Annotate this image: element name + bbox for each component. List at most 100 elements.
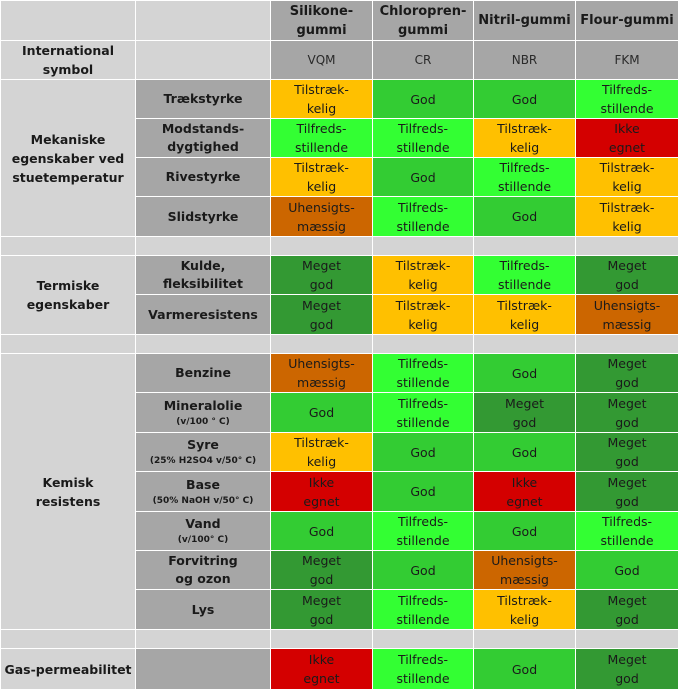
row-label-cell: Vand (v/100° C) [135,511,271,551]
symbol-row-text: International symbol [22,43,114,77]
rating-cell-meget-god: Meget god [575,255,678,295]
column-header-label: Nitril-gummi [478,13,571,28]
row-label-text: Benzine [175,365,231,380]
rating-text: Meget god [607,435,647,469]
rating-cell-god: God [473,648,576,690]
column-header-label: Chloropren- gummi [379,3,467,38]
group-label-text: Termiske egenskaber [26,278,110,312]
rating-text: Tilfreds- stillende [396,199,450,234]
rating-text: Tilstræk- kelig [395,258,451,292]
table-row: Base (50% NaOH v/50° C) Ikke egnet God Ikke … [1,471,678,512]
row-label-cell: Forvitring og ozon [135,550,271,590]
row-label-cell: Syre (25% H2SO4 v/50° C) [135,432,271,472]
rating-cell-god: God [372,432,474,472]
rating-cell-uhensigtsmaessig: Uhensigts- mæssig [270,196,373,237]
row-label-cell: Mineralolie (v/100 ° C) [135,392,271,433]
rating-cell-tilfredsstillende: Tilfreds- stillende [575,511,678,551]
row-label-text: Vand [185,516,221,531]
rating-cell-meget-god: Meget god [270,255,373,295]
rating-text: Meget god [607,356,647,390]
symbol-row-label: International symbol [0,40,136,80]
rating-cell-god: God [473,432,576,472]
rating-cell-tilfredsstillende: Tilfreds- stillende [270,118,373,158]
rating-cell-tilfredsstillende: Tilfreds- stillende [372,118,474,158]
rating-cell-tilfredsstillende: Tilfreds- stillende [372,196,474,237]
rating-text: Meget god [301,297,341,332]
row-label-text: Slidstyrke [167,208,239,224]
rating-text: God [410,91,436,107]
row-label-text: Rivestyrke [165,169,241,184]
group-label-mekaniske: Mekaniske egenskaber ved stuetemperatur [0,79,136,237]
table-row: Mineralolie (v/100 ° C) God Tilfreds- still… [1,392,678,433]
rating-cell-god: God [473,511,576,551]
rating-cell-tilfredsstillende: Tilfreds- stillende [372,353,474,393]
rating-text: Ikke egnet [506,474,543,509]
rating-text: Meget god [607,395,647,430]
separator-cell [270,236,373,256]
group-label-text: Kemisk resistens [35,474,101,509]
table-row: Kemisk resistens Benzine Uhensigts- mæssi… [0,353,678,630]
rating-text: God [511,444,538,460]
symbol-text: VQM [307,53,336,67]
table-row: Slidstyrke Uhensigts- mæssig Tilfreds- sti… [1,196,678,237]
rating-text: Ikke egnet [303,652,340,686]
rating-text: Tilstræk- kelig [599,160,655,194]
group-label-kemisk: Kemisk resistens [0,353,136,630]
rating-cell-meget-god: Meget god [473,392,576,433]
rating-cell-god: God [473,353,576,393]
separator-cell [575,236,678,256]
rating-cell-tilstraekkelig: Tilstræk- kelig [473,294,576,335]
row-label-text: Base [186,476,220,492]
rating-text: God [511,661,538,677]
table-row: Gas-permeabilitet Ikke egnet Tilfreds- st… [0,648,678,690]
separator-cell [135,334,271,354]
header-row: Silikone- gummi Chloropren- gummi Nitril… [0,0,678,41]
symbol-row: International symbol VQM CR NBR FKM [0,40,678,80]
rating-text: Tilfreds- stillende [497,160,552,194]
rating-text: Tilstræk- kelig [294,160,349,194]
table-row: Modstands- dygtighed Tilfreds- stillende T… [1,118,678,158]
rating-text: Tilfreds- stillende [396,121,450,155]
rating-cell-meget-god: Meget god [270,294,373,335]
separator-cell [0,629,136,649]
rating-text: God [511,523,538,539]
rating-text: Uhensigts- mæssig [491,553,558,587]
rating-text: God [410,484,436,499]
rating-text: Uhensigts- mæssig [288,356,355,390]
rating-text: Meget god [607,592,647,627]
rating-cell-meget-god: Meget god [270,550,373,590]
rating-text: God [410,562,436,578]
row-label-cell: Rivestyrke [135,157,271,197]
rating-text: Meget god [301,553,341,587]
rating-cell-tilstraekkelig: Tilstræk- kelig [473,589,576,630]
rating-cell-uhensigtsmaessig: Uhensigts- mæssig [575,294,678,335]
separator-cell [473,629,576,649]
separator-cell [473,334,576,354]
rating-cell-uhensigtsmaessig: Uhensigts- mæssig [473,550,576,590]
symbol-cell: CR [372,40,474,80]
rating-text: God [511,365,538,381]
rating-text: Tilstræk- kelig [395,297,451,332]
symbol-text: NBR [511,53,538,67]
separator-cell [372,236,474,256]
rating-text: Tilfreds- stillende [396,652,450,686]
rating-text: God [511,91,538,107]
row-label-note: (50% NaOH v/50° C) [152,495,254,506]
row-label-note: (v/100 ° C) [176,416,230,427]
row-label-cell: Varmeresistens [135,294,271,335]
rating-cell-uhensigtsmaessig: Uhensigts- mæssig [270,353,373,393]
row-label-cell: Benzine [135,353,271,393]
rating-cell-god: God [270,511,373,551]
rating-text: Ikke egnet [608,121,646,155]
row-label-text: Mineralolie [163,397,243,413]
row-label-text: Syre [187,437,219,452]
rating-cell-tilfredsstillende: Tilfreds- stillende [372,648,474,690]
column-header-label: Flour-gummi [580,13,674,28]
rating-text: God [511,209,538,224]
column-header: Silikone- gummi [270,0,373,41]
separator-cell [0,236,136,256]
rating-text: Tilstræk- kelig [599,199,655,234]
rating-cell-god: God [372,550,474,590]
table-row: Lys Meget god Tilfreds- stillende Tilstræk-… [1,589,678,630]
rating-text: Tilstræk- kelig [294,82,349,116]
